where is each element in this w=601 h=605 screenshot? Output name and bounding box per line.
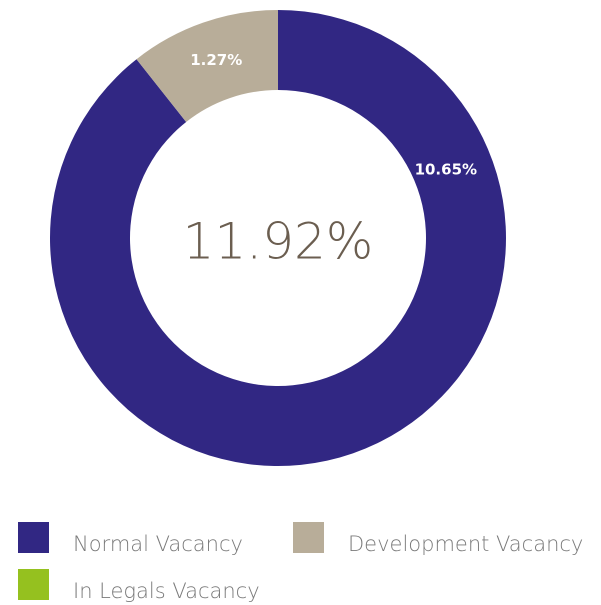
legend-text: Development Vacancy <box>348 532 583 556</box>
slice <box>49 10 506 466</box>
legend-text: Normal Vacancy <box>73 532 243 556</box>
slices <box>49 10 506 466</box>
legend-swatch <box>18 569 49 600</box>
slice-label: 1.27% <box>190 51 242 69</box>
slice-label: 10.65% <box>415 161 477 179</box>
slice <box>136 10 278 122</box>
center-label: 11.92% <box>183 213 374 271</box>
legend-swatch <box>293 522 324 553</box>
legend-swatch <box>18 522 49 553</box>
legend-text: In Legals Vacancy <box>73 579 260 603</box>
